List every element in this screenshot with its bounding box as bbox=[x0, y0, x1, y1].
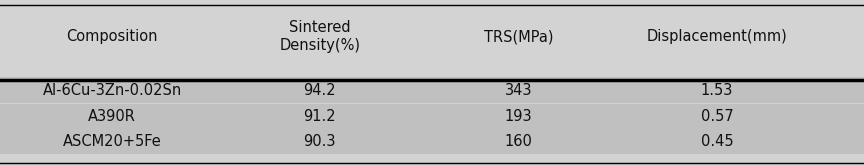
Text: 91.2: 91.2 bbox=[303, 109, 336, 124]
Text: 343: 343 bbox=[505, 83, 532, 98]
Text: A390R: A390R bbox=[88, 109, 137, 124]
Text: Displacement(mm): Displacement(mm) bbox=[647, 29, 787, 44]
Text: 193: 193 bbox=[505, 109, 532, 124]
Text: TRS(MPa): TRS(MPa) bbox=[484, 29, 553, 44]
Bar bbox=[0, 104, 864, 129]
Text: 1.53: 1.53 bbox=[701, 83, 734, 98]
Text: Sintered
Density(%): Sintered Density(%) bbox=[279, 20, 360, 53]
Text: 94.2: 94.2 bbox=[303, 83, 336, 98]
Text: ASCM20+5Fe: ASCM20+5Fe bbox=[63, 134, 162, 149]
Text: 160: 160 bbox=[505, 134, 532, 149]
Bar bbox=[0, 129, 864, 154]
Bar bbox=[0, 77, 864, 103]
Text: Al-6Cu-3Zn-0.02Sn: Al-6Cu-3Zn-0.02Sn bbox=[42, 83, 182, 98]
Text: Composition: Composition bbox=[67, 29, 158, 44]
Text: 90.3: 90.3 bbox=[303, 134, 336, 149]
Text: 0.45: 0.45 bbox=[701, 134, 734, 149]
Text: 0.57: 0.57 bbox=[701, 109, 734, 124]
